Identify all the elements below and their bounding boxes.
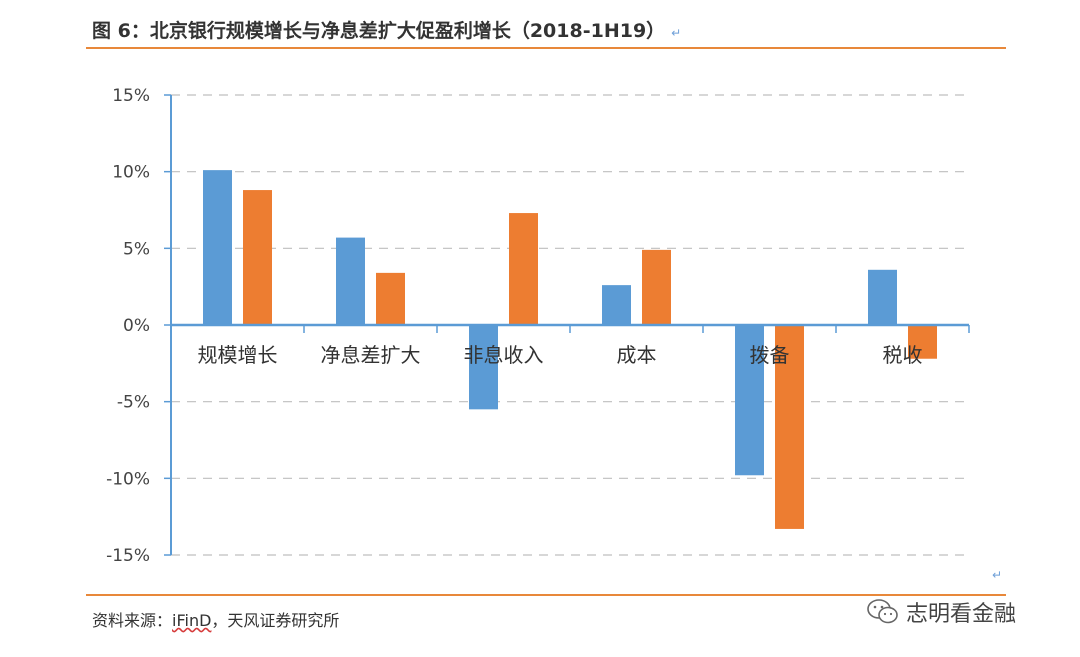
y-tick-label: 10% [112, 163, 150, 183]
bar-1-1 [203, 170, 232, 325]
y-tick-label: -5% [117, 393, 150, 413]
bar-2-4 [642, 249, 671, 325]
tick-labels: 15% 10% 5% 0% -5% -10% -15% [106, 86, 150, 566]
bar-2-3 [509, 213, 538, 325]
bar-1-4 [602, 285, 631, 325]
wechat-icon [867, 599, 898, 624]
y-tick-label: 5% [123, 239, 150, 259]
category-label: 非息收入 [464, 343, 544, 367]
bar-1-2 [336, 237, 365, 325]
bar-2-1 [243, 190, 272, 325]
y-tick-label: 0% [123, 316, 150, 336]
y-tick-label: -15% [106, 546, 150, 566]
figure-title: 图 6：北京银行规模增长与净息差扩大促盈利增长（2018-1H19） ↵ [92, 20, 682, 42]
category-label: 成本 [617, 343, 657, 367]
category-label: 规模增长 [198, 343, 278, 367]
category-label: 净息差扩大 [321, 343, 421, 367]
source-rule [86, 594, 1006, 596]
category-label: 拨备 [750, 343, 790, 367]
bar-1-3 [469, 325, 498, 410]
axes [164, 94, 970, 556]
y-tick-label: -10% [106, 469, 150, 489]
category-label: 税收 [883, 343, 923, 367]
return-mark-icon: ↵ [671, 26, 682, 40]
y-tick-label: 15% [112, 86, 150, 106]
source-note: 资料来源：iFinD，天风证券研究所 [92, 611, 340, 630]
watermark: 志明看金融 [866, 596, 1016, 628]
title-rule [86, 47, 1006, 49]
return-mark-icon: ↵ [992, 568, 1003, 582]
source-brand: iFinD [172, 611, 212, 630]
bar-1-5 [735, 325, 764, 476]
bars [203, 170, 937, 529]
watermark-text: 志明看金融 [906, 602, 1017, 627]
bar-2-5 [775, 325, 804, 529]
gridlines [171, 94, 969, 556]
bar-1-6 [868, 269, 897, 325]
category-labels: 规模增长 净息差扩大 非息收入 成本 拨备 税收 [198, 343, 923, 367]
bar-2-2 [376, 272, 405, 325]
bar-2-6 [908, 325, 937, 359]
